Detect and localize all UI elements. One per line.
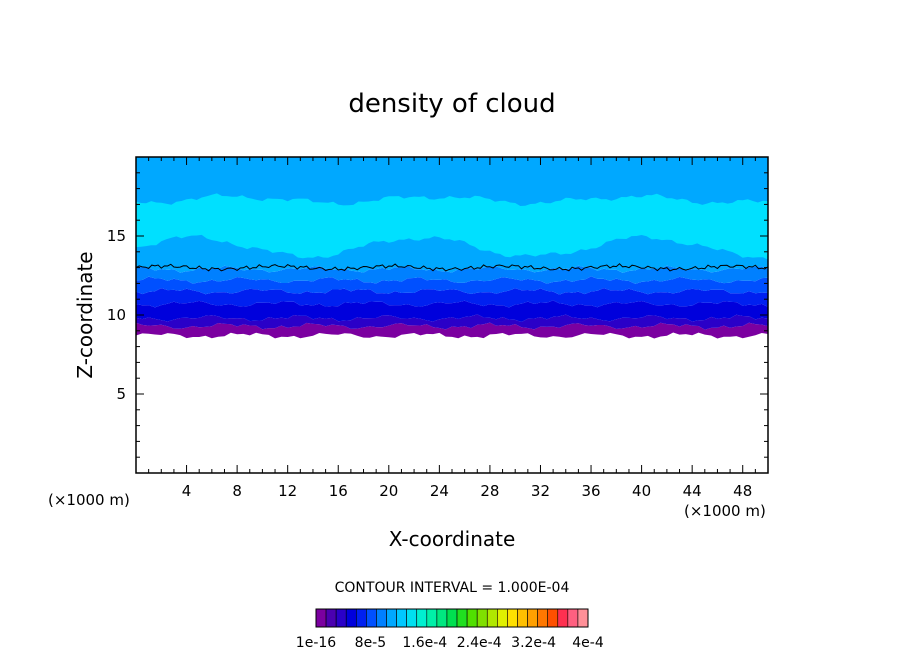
- y-axis-label: Z-coordinate: [73, 251, 97, 378]
- chart-title: density of cloud: [348, 89, 555, 119]
- colorbar-swatch: [547, 608, 559, 628]
- colorbar-swatch: [507, 608, 518, 628]
- colorbar-label: 4e-4: [572, 635, 604, 651]
- contour-band: [136, 314, 768, 330]
- x-tick-label: 16: [329, 482, 348, 500]
- contour-band: [136, 276, 768, 295]
- colorbar-label: 8e-5: [355, 635, 386, 651]
- colorbar-swatch: [376, 608, 387, 628]
- contour-band: [136, 288, 768, 308]
- colorbar-swatch: [577, 608, 589, 628]
- x-tick-label: 24: [430, 482, 449, 500]
- x-tick-label: 8: [232, 482, 242, 500]
- colorbar-swatch: [325, 608, 337, 628]
- colorbar-swatch: [426, 608, 438, 628]
- x-tick-label: 36: [581, 482, 600, 500]
- x-tick-label: 12: [278, 482, 297, 500]
- colorbar-swatch: [497, 608, 508, 628]
- colorbar-swatch: [355, 608, 367, 628]
- colorbar-swatch: [557, 608, 569, 628]
- colorbar-label: 2.4e-4: [457, 635, 502, 651]
- x-axis: 4 8 12 16 20 24 28 32 36 40 44 48: [148, 157, 756, 500]
- colorbar-swatch: [366, 608, 377, 628]
- y-tick-label: 10: [107, 306, 126, 324]
- x-tick-label: 4: [182, 482, 192, 500]
- x-tick-label: 40: [632, 482, 651, 500]
- colorbar-swatch: [436, 608, 448, 628]
- colorbar-swatch: [567, 608, 579, 628]
- colorbar-swatch: [386, 608, 397, 628]
- x-tick-label: 44: [683, 482, 702, 500]
- colorbar-swatch: [486, 608, 498, 628]
- colorbar-swatch: [456, 608, 468, 628]
- colorbar-swatch: [537, 608, 549, 628]
- y-tick-label: 5: [116, 385, 126, 403]
- x-tick-label: 32: [531, 482, 550, 500]
- colorbar-label: 1.6e-4: [402, 635, 447, 651]
- colorbar-swatch: [476, 608, 488, 628]
- contour-fill: [136, 157, 768, 339]
- contour-band: [136, 265, 768, 284]
- colorbar-swatch: [335, 608, 347, 628]
- contour-interval-text: CONTOUR INTERVAL = 1.000E-04: [335, 580, 570, 596]
- contour-band: [136, 322, 768, 339]
- x-tick-label: 20: [379, 482, 398, 500]
- colorbar-label: 1e-16: [296, 635, 336, 651]
- contour-band: [136, 300, 768, 322]
- colorbar-label: 3.2e-4: [511, 635, 556, 651]
- colorbar-labels: 1e-16 8e-5 1.6e-4 2.4e-4 3.2e-4 4e-4: [296, 635, 604, 651]
- colorbar-swatch: [416, 608, 428, 628]
- colorbar-swatch: [446, 608, 458, 628]
- colorbar-frame: [315, 608, 589, 628]
- colorbar-swatch: [406, 608, 418, 628]
- contour-band-bright: [136, 193, 768, 260]
- colorbar-swatch: [315, 608, 327, 628]
- x-tick-label: 48: [733, 482, 752, 500]
- x-tick-label: 28: [480, 482, 499, 500]
- colorbar: [315, 608, 589, 628]
- y-unit-label: (×1000 m): [48, 491, 130, 509]
- colorbar-swatch: [517, 608, 528, 628]
- y-tick-label: 15: [107, 227, 126, 245]
- y-axis: 5 10 15: [107, 172, 768, 458]
- x-unit-label: (×1000 m): [684, 502, 766, 520]
- colorbar-swatch: [396, 608, 407, 628]
- colorbar-swatch: [466, 608, 478, 628]
- colorbar-swatch: [527, 608, 538, 628]
- x-axis-label: X-coordinate: [389, 527, 516, 551]
- contour-line: [136, 263, 768, 272]
- colorbar-swatch: [345, 608, 357, 628]
